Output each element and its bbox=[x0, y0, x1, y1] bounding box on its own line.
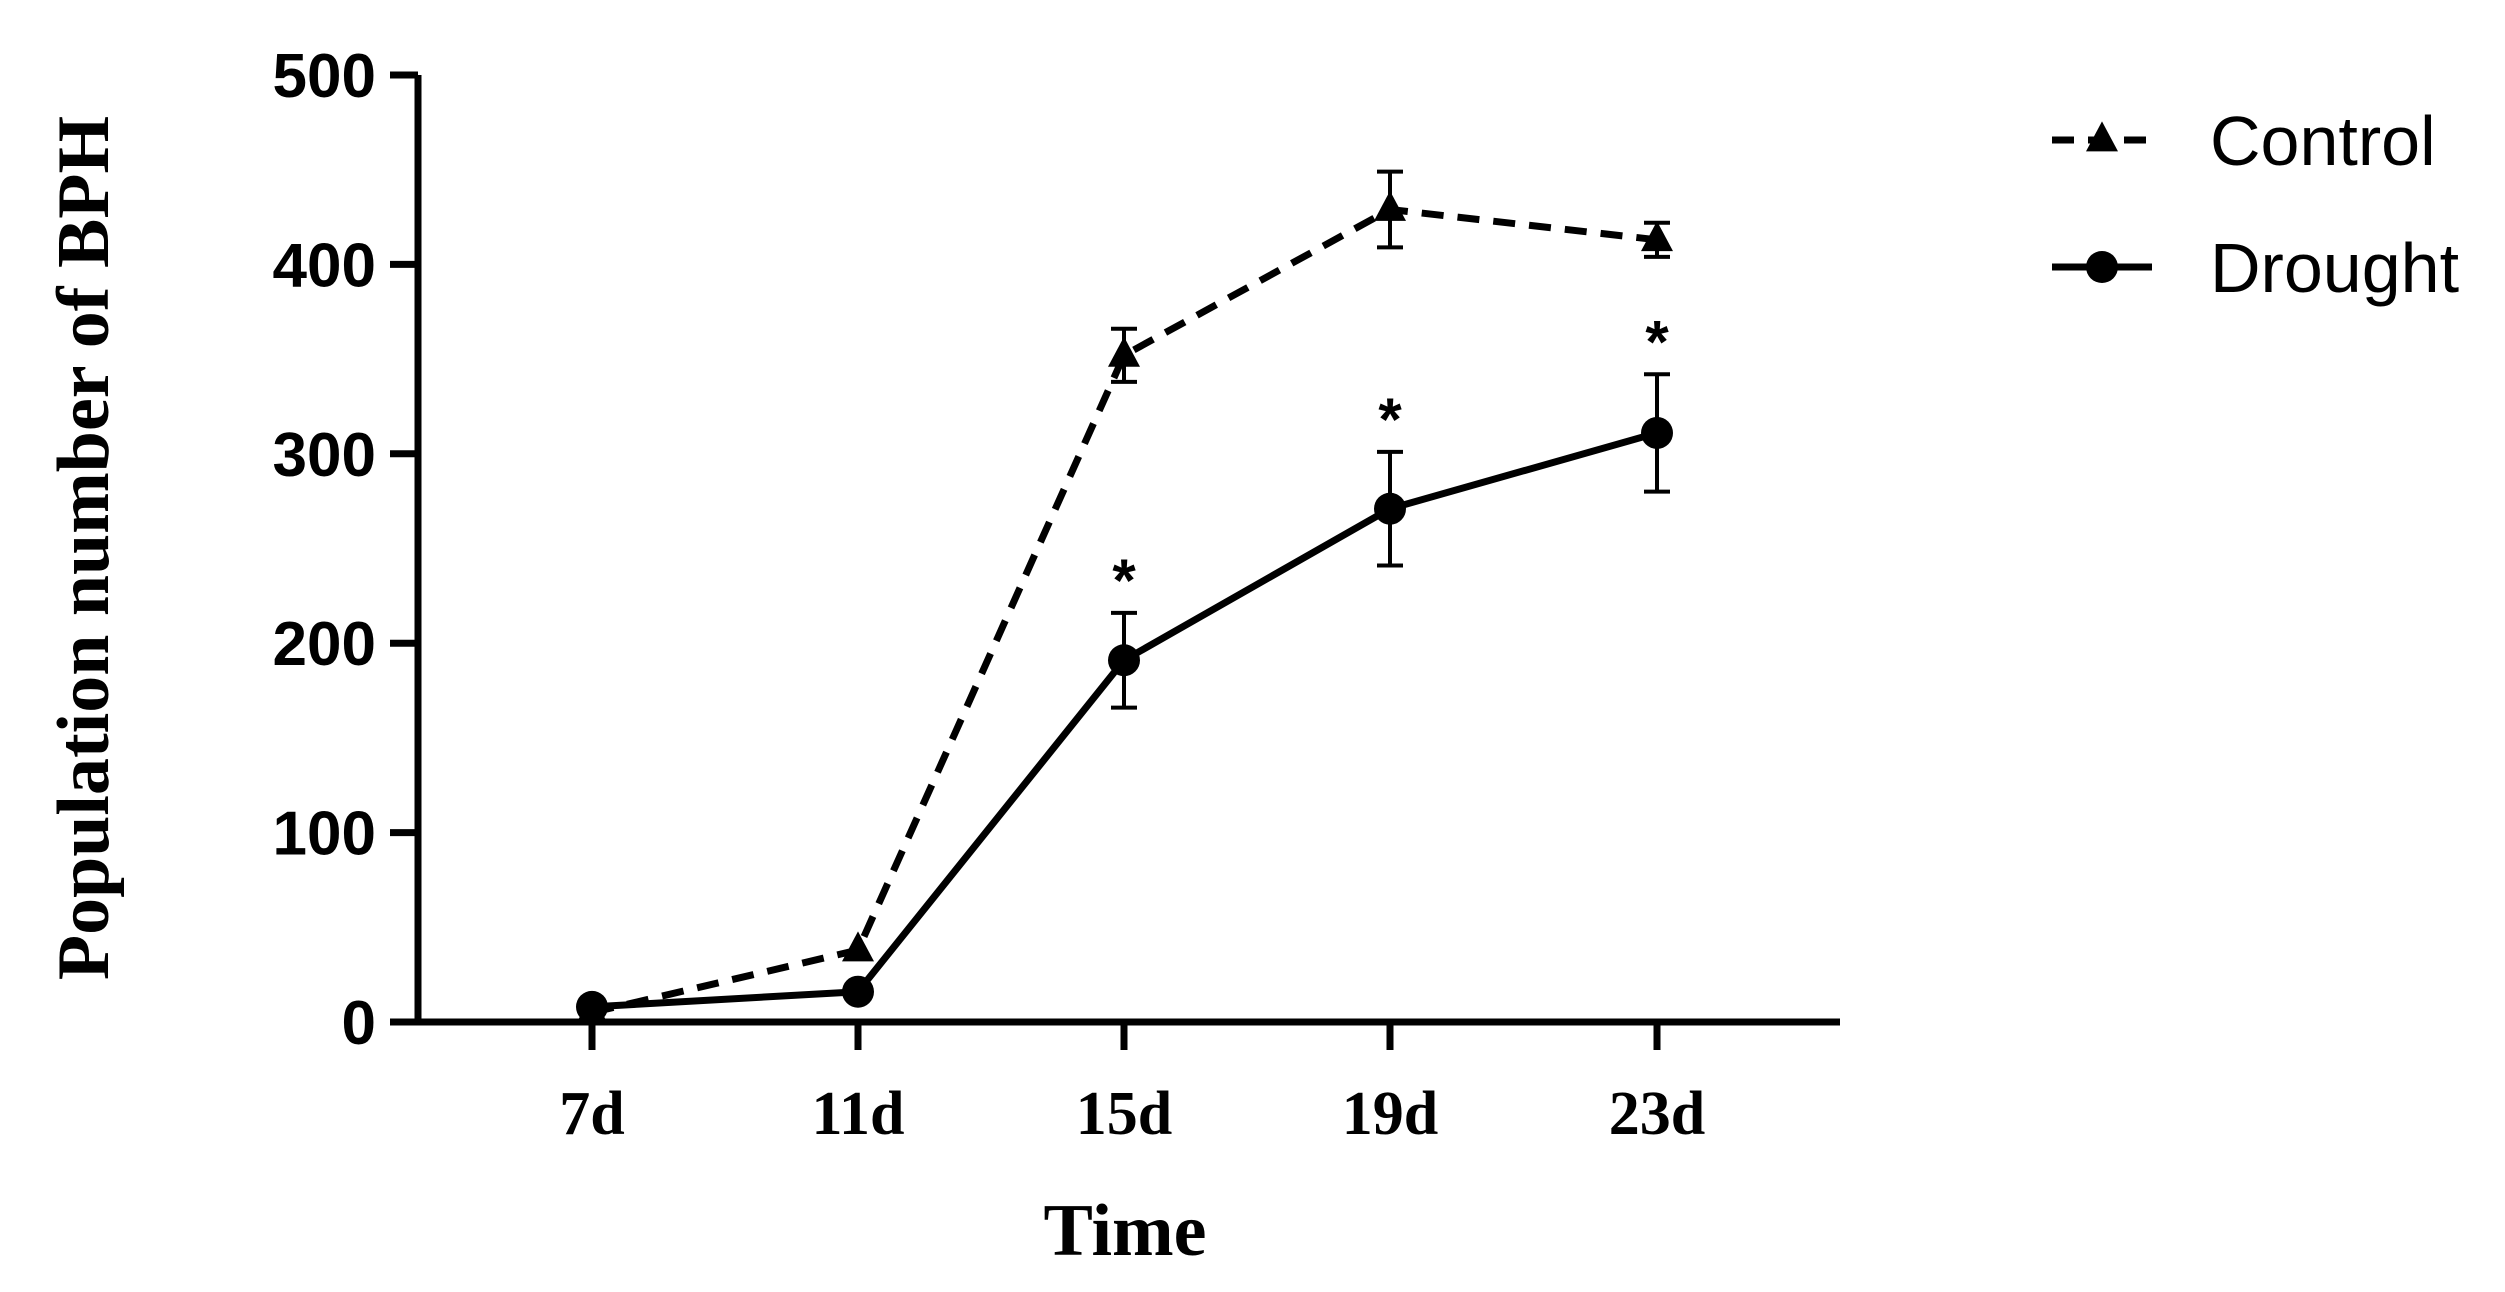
y-tick-label: 200 bbox=[273, 610, 376, 679]
legend-swatch-marker bbox=[2086, 251, 2118, 283]
data-point-drought bbox=[576, 990, 608, 1023]
data-point-control bbox=[1108, 336, 1140, 367]
x-tick-label: 19d bbox=[1342, 1080, 1438, 1148]
legend-item-control: Control bbox=[2052, 102, 2436, 180]
y-tick-label: 0 bbox=[342, 989, 376, 1058]
x-tick-label: 23d bbox=[1609, 1080, 1705, 1148]
significance-star: * bbox=[1378, 386, 1402, 453]
y-tick-label: 300 bbox=[273, 421, 376, 490]
x-tick-label: 15d bbox=[1076, 1080, 1172, 1148]
series-line-drought bbox=[591, 429, 1658, 1011]
x-tick-label: 7d bbox=[559, 1080, 624, 1148]
y-tick-label: 100 bbox=[273, 800, 376, 869]
significance-annotations: * * * bbox=[1112, 308, 1669, 614]
y-ticks: 0 100 200 300 400 500 bbox=[273, 42, 418, 1058]
significance-star: * bbox=[1112, 547, 1136, 614]
significance-star: * bbox=[1645, 308, 1669, 375]
y-tick-label: 500 bbox=[273, 42, 376, 111]
series-drought bbox=[576, 372, 1673, 1023]
legend-item-drought: Drought bbox=[2052, 229, 2459, 307]
legend-swatch-marker bbox=[2086, 121, 2118, 152]
data-point-drought bbox=[1108, 644, 1140, 677]
data-point-control bbox=[1641, 221, 1673, 252]
series-layer bbox=[576, 169, 1673, 1024]
data-point-control bbox=[1374, 190, 1406, 221]
data-point-drought bbox=[1374, 492, 1406, 525]
legend-label: Control bbox=[2210, 102, 2436, 180]
legend: Control Drought bbox=[2052, 102, 2459, 307]
series-line-control bbox=[591, 205, 1658, 1016]
legend-label: Drought bbox=[2210, 229, 2459, 307]
y-axis-title: Population number of BPH bbox=[43, 116, 125, 980]
y-tick-label: 400 bbox=[273, 231, 376, 300]
x-ticks: 7d 11d 15d 19d 23d bbox=[559, 1022, 1705, 1148]
x-axis-title: Time bbox=[1043, 1190, 1206, 1272]
data-point-drought bbox=[842, 975, 874, 1008]
data-point-drought bbox=[1641, 416, 1673, 449]
data-point-control bbox=[842, 931, 874, 962]
x-tick-label: 11d bbox=[811, 1080, 904, 1148]
